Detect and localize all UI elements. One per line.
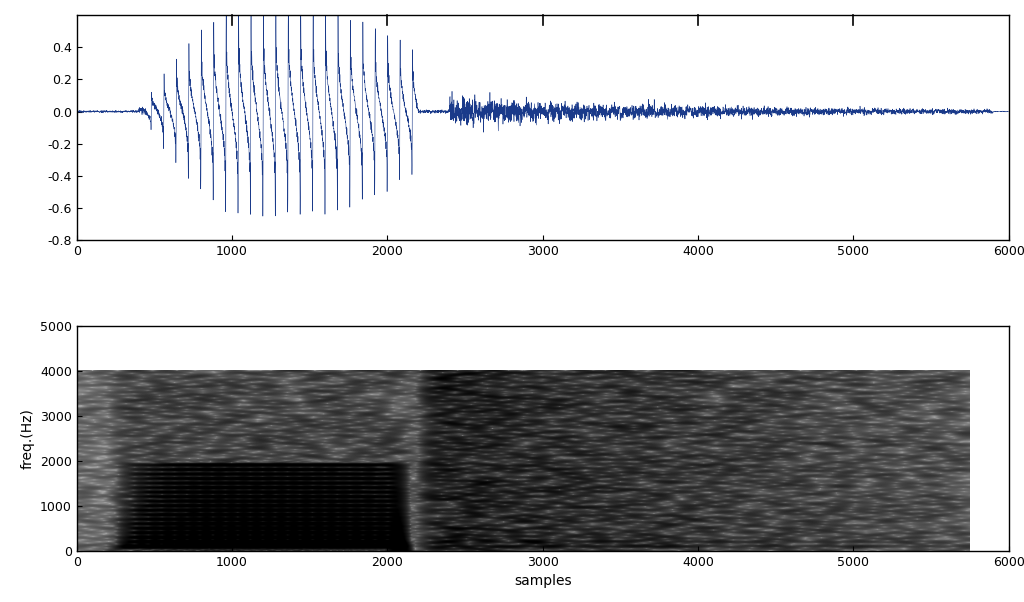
X-axis label: samples: samples: [514, 574, 571, 588]
Y-axis label: freq.(Hz): freq.(Hz): [20, 408, 35, 469]
